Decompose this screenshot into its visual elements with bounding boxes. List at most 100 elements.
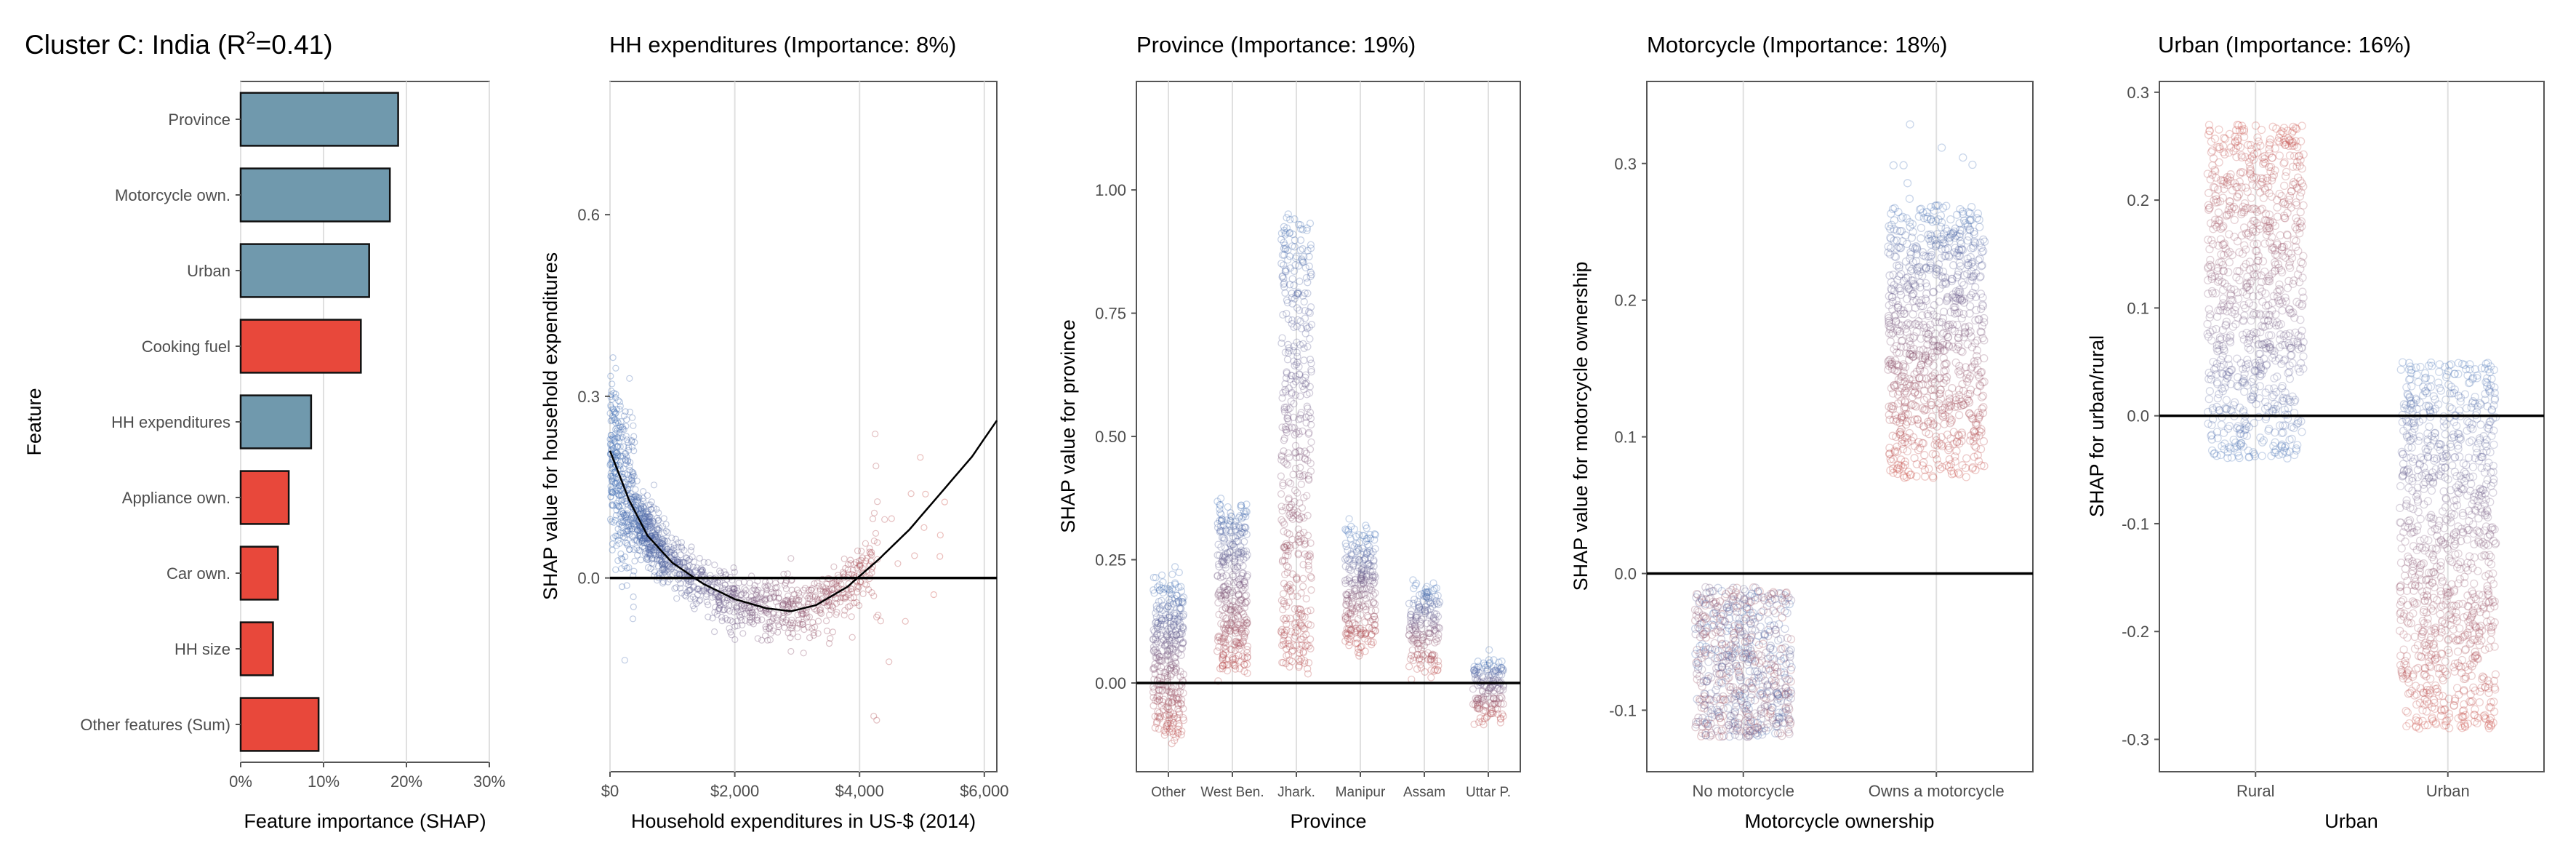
point — [729, 588, 737, 596]
point — [659, 565, 667, 573]
point — [677, 551, 684, 559]
point — [676, 559, 683, 566]
point — [715, 599, 723, 607]
point — [806, 613, 814, 620]
province-frame — [1136, 81, 1521, 772]
point — [867, 550, 874, 557]
point — [646, 518, 654, 525]
point — [683, 554, 691, 562]
point — [658, 557, 665, 564]
y-tick-label: 0.1 — [1614, 428, 1637, 447]
point — [726, 607, 734, 615]
point — [641, 550, 649, 557]
point — [637, 507, 645, 514]
point — [787, 634, 794, 642]
point — [773, 614, 780, 621]
point — [639, 535, 647, 543]
point — [684, 563, 691, 570]
point — [608, 450, 615, 458]
motorcycle-xlabel: Motorcycle ownership — [1744, 810, 1934, 832]
point — [781, 597, 789, 605]
point — [609, 475, 616, 482]
point — [683, 588, 691, 596]
point — [854, 582, 862, 589]
point — [761, 583, 769, 590]
point — [816, 587, 824, 594]
point — [631, 493, 638, 500]
point — [873, 716, 880, 724]
point — [646, 543, 654, 551]
point — [633, 545, 641, 552]
point — [715, 597, 723, 605]
point — [787, 598, 795, 605]
point — [832, 599, 840, 607]
point — [886, 658, 893, 666]
point — [658, 540, 665, 547]
motorcycle-title: Motorcycle (Importance: 18%) — [1647, 32, 1947, 57]
point — [870, 592, 878, 600]
point — [848, 613, 855, 620]
point — [670, 556, 678, 563]
point — [762, 606, 769, 613]
point — [618, 554, 625, 562]
point — [687, 586, 694, 594]
point — [640, 498, 647, 505]
point — [745, 604, 753, 611]
point — [630, 422, 637, 429]
point — [677, 580, 684, 587]
point — [648, 543, 655, 550]
point — [662, 527, 670, 535]
point — [862, 540, 870, 547]
point — [617, 402, 624, 409]
point — [746, 614, 754, 621]
point — [622, 408, 629, 415]
point — [746, 604, 753, 612]
point — [795, 601, 803, 608]
point — [766, 623, 774, 631]
point — [833, 582, 840, 589]
point — [765, 624, 772, 632]
point — [728, 594, 735, 601]
point — [631, 439, 638, 446]
point — [610, 444, 617, 452]
point — [609, 465, 616, 473]
point — [731, 591, 739, 599]
point — [628, 436, 635, 444]
point — [657, 551, 665, 559]
point — [782, 601, 790, 608]
point — [607, 440, 614, 447]
point — [651, 568, 658, 575]
point — [614, 525, 622, 532]
point — [730, 564, 737, 572]
x-tick-label: Assam — [1403, 785, 1445, 800]
point — [607, 460, 614, 468]
point — [653, 506, 660, 513]
point — [646, 541, 653, 548]
point — [722, 599, 730, 607]
point — [660, 565, 668, 572]
point — [635, 505, 643, 513]
point — [629, 504, 637, 512]
hh-expenditures-ylabel: SHAP value for household expenditures — [539, 252, 561, 600]
point — [742, 617, 749, 625]
point — [613, 500, 620, 507]
bar — [239, 167, 391, 223]
point — [610, 436, 617, 444]
point — [765, 610, 772, 618]
x-tick-label: $4,000 — [835, 782, 884, 800]
point — [614, 449, 621, 457]
point — [630, 519, 637, 527]
point — [730, 588, 738, 596]
province-title: Province (Importance: 19%) — [1136, 32, 1416, 57]
point — [874, 539, 881, 546]
point — [671, 569, 679, 577]
point — [863, 554, 871, 562]
point — [788, 596, 796, 603]
point — [690, 558, 698, 565]
point — [644, 556, 652, 563]
province-ylabel: SHAP value for province — [1057, 319, 1079, 533]
point — [781, 624, 788, 631]
y-tick-label: 0.3 — [1614, 155, 1637, 173]
point — [641, 534, 649, 542]
point — [631, 536, 638, 543]
